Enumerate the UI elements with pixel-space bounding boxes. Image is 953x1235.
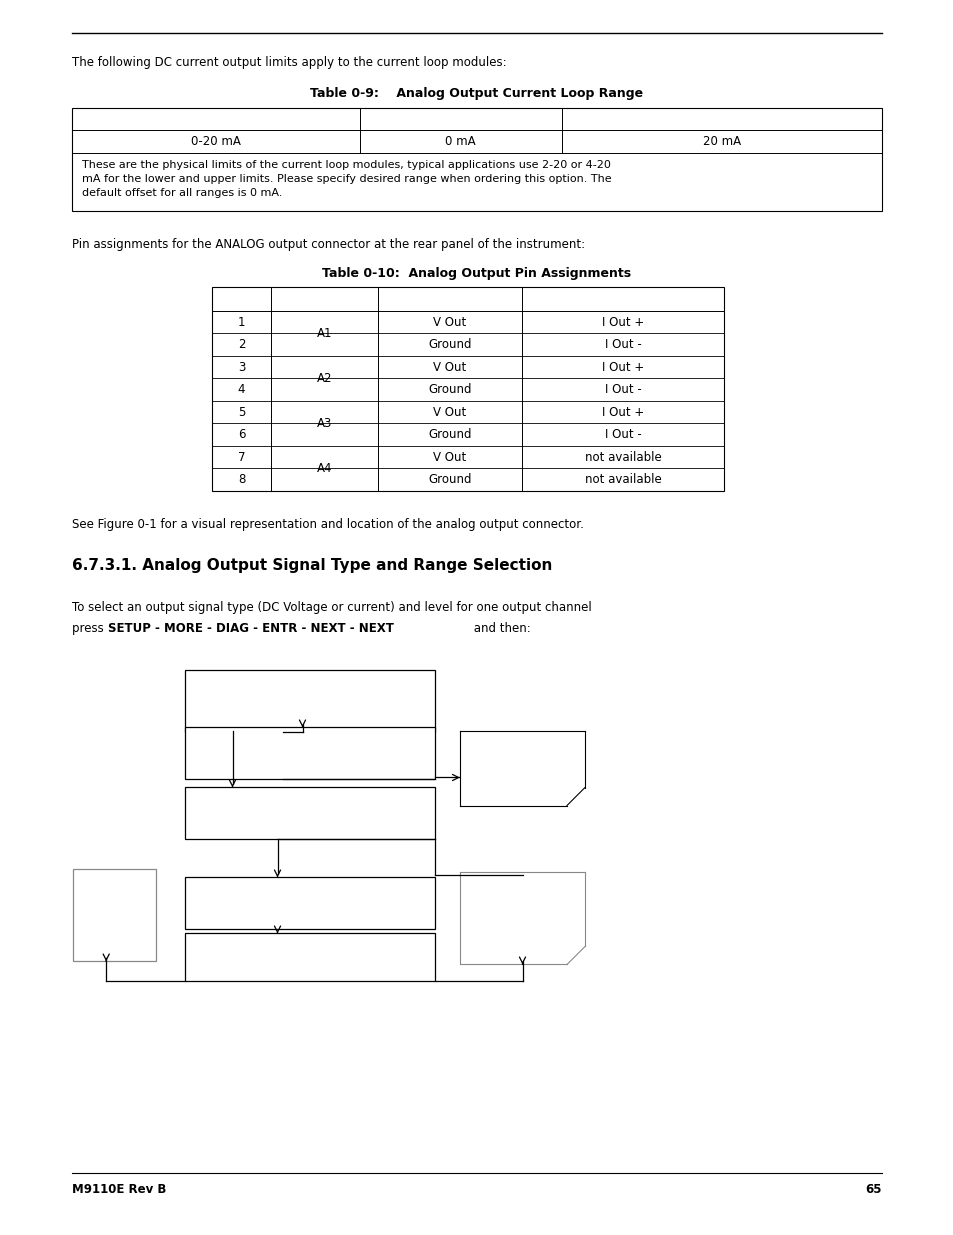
Text: A4: A4 xyxy=(316,462,332,475)
Text: See Figure 0-1 for a visual representation and location of the analog output con: See Figure 0-1 for a visual representati… xyxy=(71,517,583,531)
Bar xyxy=(185,727,435,779)
Text: Ground: Ground xyxy=(428,473,472,487)
Bar xyxy=(185,788,435,840)
Text: V Out: V Out xyxy=(433,316,466,329)
Text: V Out: V Out xyxy=(433,361,466,374)
Text: not available: not available xyxy=(584,473,660,487)
Text: 8: 8 xyxy=(237,473,245,487)
Text: 2: 2 xyxy=(237,338,245,351)
Bar xyxy=(73,869,156,962)
Text: A1: A1 xyxy=(316,327,332,340)
Text: V Out: V Out xyxy=(433,406,466,419)
Bar xyxy=(185,878,435,930)
Text: I Out +: I Out + xyxy=(601,406,643,419)
Bar xyxy=(212,288,723,492)
Text: not available: not available xyxy=(584,451,660,464)
Text: V Out: V Out xyxy=(433,451,466,464)
Text: I Out -: I Out - xyxy=(604,429,640,441)
Text: 6.7.3.1. Analog Output Signal Type and Range Selection: 6.7.3.1. Analog Output Signal Type and R… xyxy=(71,558,552,573)
Text: Ground: Ground xyxy=(428,429,472,441)
Text: 5: 5 xyxy=(237,406,245,419)
Text: Ground: Ground xyxy=(428,338,472,351)
Bar xyxy=(185,671,435,732)
Text: To select an output signal type (DC Voltage or current) and level for one output: To select an output signal type (DC Volt… xyxy=(71,601,591,614)
Text: A2: A2 xyxy=(316,372,332,385)
Text: 7: 7 xyxy=(237,451,245,464)
Text: Pin assignments for the ANALOG output connector at the rear panel of the instrum: Pin assignments for the ANALOG output co… xyxy=(71,238,584,252)
Text: SETUP - MORE - DIAG - ENTR - NEXT - NEXT: SETUP - MORE - DIAG - ENTR - NEXT - NEXT xyxy=(109,622,394,636)
Text: I Out +: I Out + xyxy=(601,316,643,329)
Text: The following DC current output limits apply to the current loop modules:: The following DC current output limits a… xyxy=(71,56,506,69)
Text: and then:: and then: xyxy=(470,622,531,636)
Text: A3: A3 xyxy=(316,417,332,430)
Text: These are the physical limits of the current loop modules, typical applications : These are the physical limits of the cur… xyxy=(82,161,611,198)
Text: 0 mA: 0 mA xyxy=(445,135,476,148)
Text: I Out -: I Out - xyxy=(604,383,640,396)
Text: Ground: Ground xyxy=(428,383,472,396)
Text: I Out -: I Out - xyxy=(604,338,640,351)
Text: 1: 1 xyxy=(237,316,245,329)
Text: 4: 4 xyxy=(237,383,245,396)
Text: 20 mA: 20 mA xyxy=(702,135,740,148)
Bar xyxy=(71,107,882,210)
Text: 0-20 mA: 0-20 mA xyxy=(191,135,240,148)
Text: M9110E Rev B: M9110E Rev B xyxy=(71,1183,166,1195)
Text: Table 0-10:  Analog Output Pin Assignments: Table 0-10: Analog Output Pin Assignment… xyxy=(322,267,631,279)
Text: 3: 3 xyxy=(237,361,245,374)
Bar xyxy=(185,934,435,982)
Text: I Out +: I Out + xyxy=(601,361,643,374)
Text: Table 0-9:    Analog Output Current Loop Range: Table 0-9: Analog Output Current Loop Ra… xyxy=(310,86,643,100)
Text: 65: 65 xyxy=(864,1183,882,1195)
Text: 6: 6 xyxy=(237,429,245,441)
Text: press: press xyxy=(71,622,108,636)
